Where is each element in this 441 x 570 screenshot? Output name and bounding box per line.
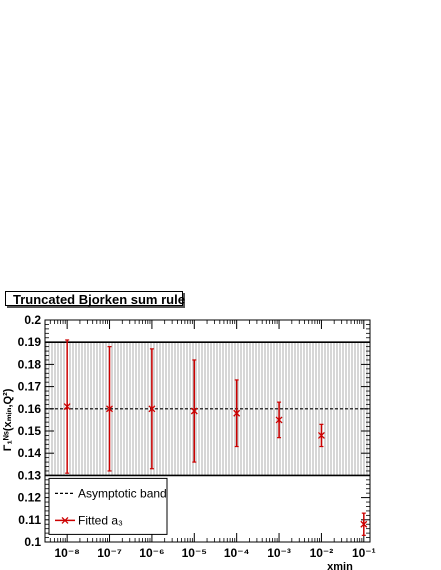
y-tick-label: 0.12 bbox=[18, 491, 42, 505]
x-tick-label: 10⁻⁸ bbox=[54, 546, 79, 560]
x-tick-label: 10⁻⁵ bbox=[182, 546, 207, 560]
data-point-marker bbox=[275, 416, 283, 424]
y-tick-label: 0.1 bbox=[24, 535, 41, 549]
y-tick-label: 0.19 bbox=[18, 335, 42, 349]
legend: Asymptotic band Fitted a₃ bbox=[48, 477, 168, 535]
axes-layer bbox=[44, 319, 371, 543]
y-tick-label: 0.13 bbox=[18, 468, 42, 482]
x-tick-label: 10⁻⁴ bbox=[224, 546, 250, 560]
legend-box bbox=[48, 477, 168, 535]
y-tick-label: 0.16 bbox=[18, 402, 42, 416]
chart-title: Truncated Bjorken sum rule bbox=[5, 291, 185, 307]
data-point-marker bbox=[360, 520, 368, 528]
x-tick-label: 10⁻¹ bbox=[352, 546, 376, 560]
x-tick-label: 10⁻² bbox=[310, 546, 334, 560]
y-tick-label: 0.14 bbox=[18, 446, 42, 460]
y-tick-label: 0.2 bbox=[24, 313, 41, 327]
y-tick-label: 0.11 bbox=[18, 513, 41, 527]
data-point-marker bbox=[148, 405, 156, 413]
y-axis-label: Γ₁ᴺˢ(xₘᵢₙ,Q²) bbox=[2, 388, 14, 451]
data-point-marker bbox=[106, 405, 113, 413]
data-point-marker bbox=[63, 403, 71, 411]
asymptotic-band-layer bbox=[45, 341, 370, 477]
data-point-marker bbox=[317, 431, 325, 439]
data-point-marker bbox=[190, 407, 198, 415]
x-tick-label: 10⁻⁶ bbox=[139, 546, 164, 560]
legend-band-label: Asymptotic band bbox=[78, 486, 167, 500]
x-tick-label: 10⁻³ bbox=[267, 546, 291, 560]
legend-series-marker bbox=[61, 516, 69, 524]
x-axis-label: xmin bbox=[327, 561, 353, 570]
axis-labels-layer: 0.1 0.11 0.12 0.13 0.14 0.15 0.16 0.17 0.18 0.19 0… bbox=[2, 313, 376, 570]
data-point-marker bbox=[233, 409, 241, 417]
x-tick-label: 10⁻⁷ bbox=[97, 546, 122, 560]
y-tick-label: 0.17 bbox=[18, 380, 42, 394]
y-tick-label: 0.18 bbox=[18, 357, 42, 371]
data-points-layer bbox=[63, 339, 368, 536]
legend-series-label: Fitted a₃ bbox=[78, 513, 123, 527]
y-tick-label: 0.15 bbox=[18, 424, 42, 438]
